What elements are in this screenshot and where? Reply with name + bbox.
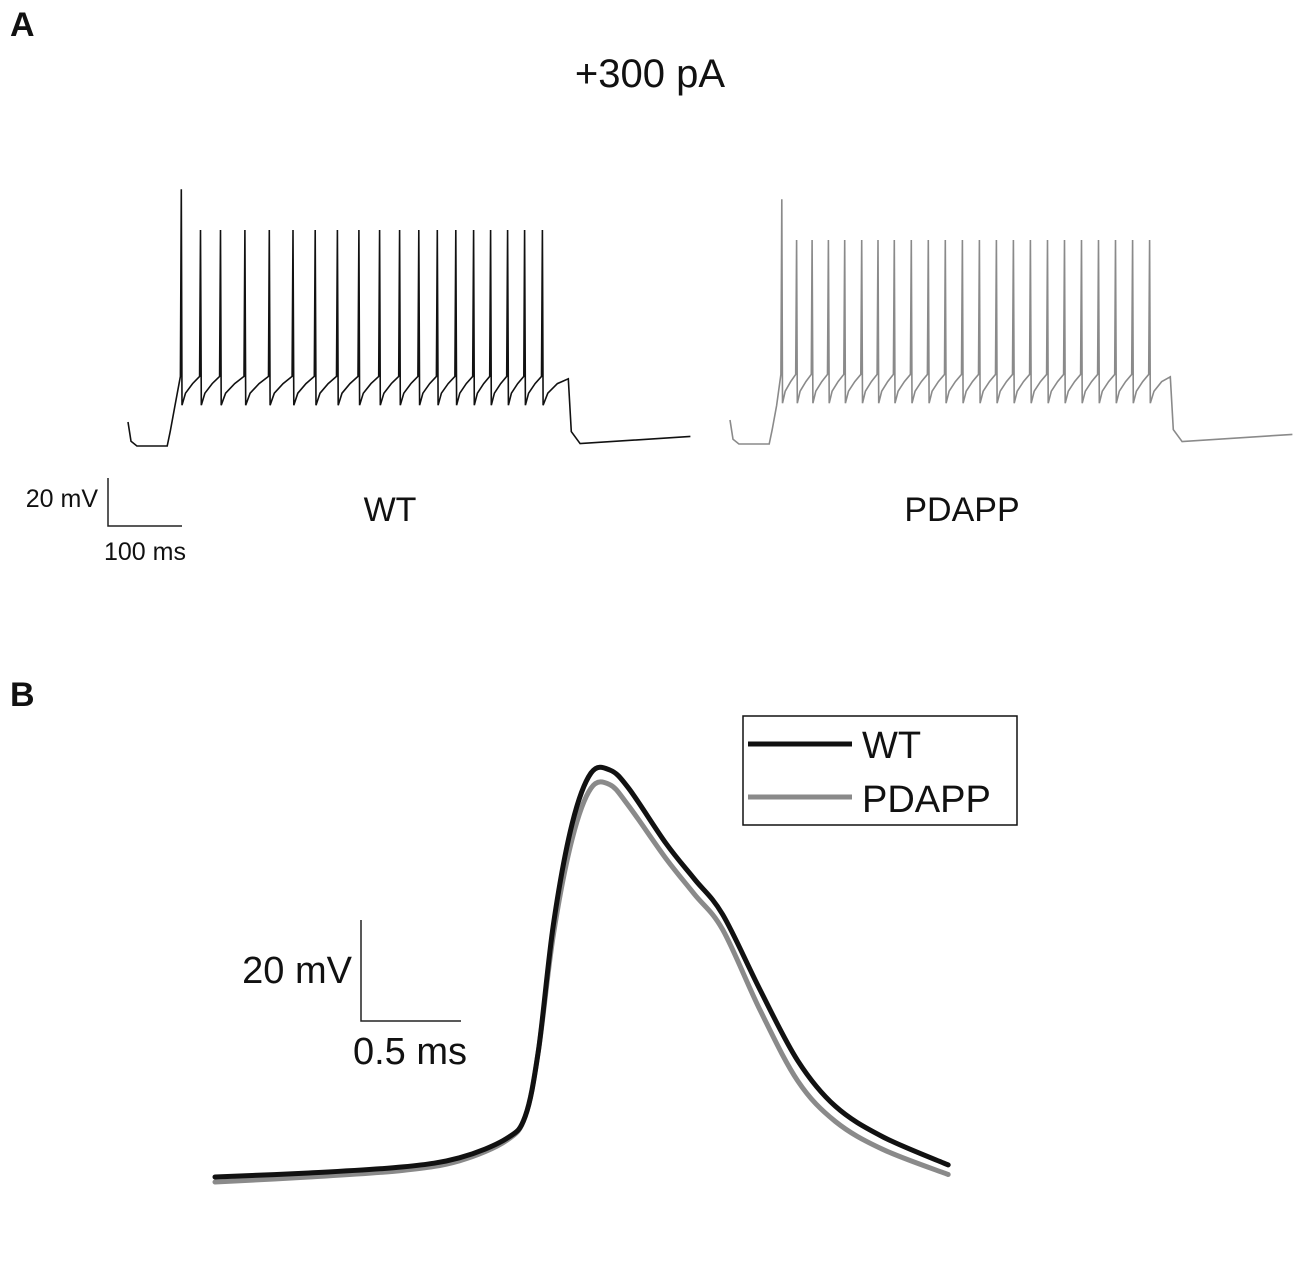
scale-bar-b-lines — [360, 920, 461, 1022]
scale-bar-a-mv-label: 20 mV — [26, 485, 99, 513]
wt-spike-train — [127, 189, 691, 447]
scale-bar-a-ms-label: 100 ms — [104, 538, 186, 566]
scale-bar-b-ms-label: 0.5 ms — [353, 1031, 467, 1073]
wt-trace-label: WT — [364, 491, 417, 529]
legend-label-wt: WT — [862, 725, 921, 767]
panel-b-letter: B — [10, 676, 35, 714]
legend-label-pdapp: PDAPP — [862, 779, 991, 821]
panel-a-letter: A — [10, 6, 35, 44]
scale-bar-a-vertical — [107, 478, 182, 527]
pdapp-trace-line — [729, 199, 1293, 445]
panel-a-title: +300 pA — [575, 52, 725, 96]
wt-ap-trace — [212, 764, 951, 1180]
pdapp-spike-train — [729, 199, 1293, 445]
action-potential-overlay — [212, 764, 951, 1185]
pdapp-trace-label: PDAPP — [904, 491, 1019, 529]
panel-a-scale-bar: 20 mV 100 ms — [26, 478, 186, 566]
scale-bar-b-mv-label: 20 mV — [242, 950, 352, 992]
legend-box — [742, 715, 1018, 826]
legend: WT PDAPP — [742, 715, 1018, 826]
wt-trace-line — [127, 189, 691, 447]
pdapp-ap-trace — [212, 779, 951, 1185]
panel-b-scale-bar: 20 mV 0.5 ms — [242, 920, 467, 1073]
